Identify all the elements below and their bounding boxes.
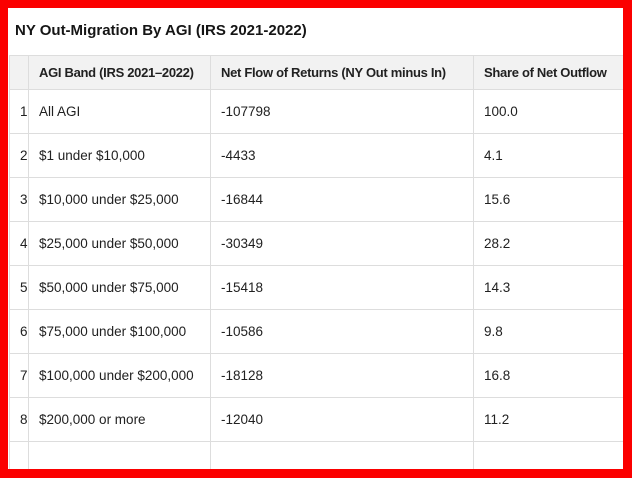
table-row: 7 $100,000 under $200,000 -18128 16.8	[9, 353, 623, 398]
table-header-row: AGI Band (IRS 2021–2022) Net Flow of Ret…	[9, 55, 623, 90]
cell-agi-band: $100,000 under $200,000	[28, 353, 211, 398]
row-index: 4	[9, 221, 29, 266]
cell-share: 14.3	[473, 265, 623, 310]
column-header-net-flow: Net Flow of Returns (NY Out minus In)	[210, 55, 474, 90]
cell-agi-band: $25,000 under $50,000	[28, 221, 211, 266]
cell-agi-band: $10,000 under $25,000	[28, 177, 211, 222]
cell-net-flow: -15418	[210, 265, 474, 310]
table-row-blank	[9, 441, 623, 469]
cell-share: 4.1	[473, 133, 623, 178]
cell-share: 9.8	[473, 309, 623, 354]
row-index: 3	[9, 177, 29, 222]
cell-net-flow: -16844	[210, 177, 474, 222]
migration-table: AGI Band (IRS 2021–2022) Net Flow of Ret…	[9, 55, 623, 469]
index-column-header	[9, 55, 29, 90]
row-index: 8	[9, 397, 29, 442]
table-row: 8 $200,000 or more -12040 11.2	[9, 397, 623, 442]
row-index: 1	[9, 89, 29, 134]
cell-blank	[473, 441, 623, 469]
cell-agi-band: $50,000 under $75,000	[28, 265, 211, 310]
table-row: 3 $10,000 under $25,000 -16844 15.6	[9, 177, 623, 222]
table-row: 4 $25,000 under $50,000 -30349 28.2	[9, 221, 623, 266]
cell-net-flow: -30349	[210, 221, 474, 266]
cell-net-flow: -12040	[210, 397, 474, 442]
cell-net-flow: -10586	[210, 309, 474, 354]
cell-net-flow: -18128	[210, 353, 474, 398]
column-header-agi-band: AGI Band (IRS 2021–2022)	[28, 55, 211, 90]
cell-agi-band: $200,000 or more	[28, 397, 211, 442]
table-row: 5 $50,000 under $75,000 -15418 14.3	[9, 265, 623, 310]
cell-share: 15.6	[473, 177, 623, 222]
cell-blank	[28, 441, 211, 469]
table-row: 6 $75,000 under $100,000 -10586 9.8	[9, 309, 623, 354]
row-index-blank	[9, 441, 29, 469]
cell-agi-band: $1 under $10,000	[28, 133, 211, 178]
table-row: 2 $1 under $10,000 -4433 4.1	[9, 133, 623, 178]
row-index: 7	[9, 353, 29, 398]
cell-agi-band: All AGI	[28, 89, 211, 134]
cell-agi-band: $75,000 under $100,000	[28, 309, 211, 354]
column-header-share: Share of Net Outflow	[473, 55, 623, 90]
cell-share: 16.8	[473, 353, 623, 398]
table-row: 1 All AGI -107798 100.0	[9, 89, 623, 134]
cell-net-flow: -4433	[210, 133, 474, 178]
row-index: 5	[9, 265, 29, 310]
cell-net-flow: -107798	[210, 89, 474, 134]
cell-share: 28.2	[473, 221, 623, 266]
row-index: 2	[9, 133, 29, 178]
cell-blank	[210, 441, 474, 469]
cell-share: 100.0	[473, 89, 623, 134]
cell-share: 11.2	[473, 397, 623, 442]
page-title: NY Out-Migration By AGI (IRS 2021-2022)	[15, 22, 307, 39]
row-index: 6	[9, 309, 29, 354]
